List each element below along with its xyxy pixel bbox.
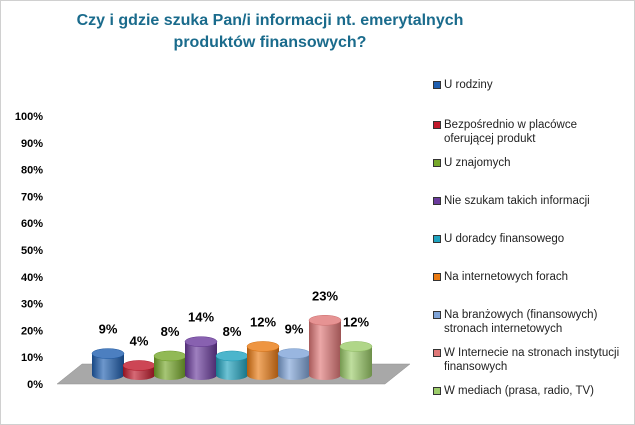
y-tick-label: 60% xyxy=(21,218,43,230)
legend-swatch xyxy=(433,311,441,319)
bar xyxy=(339,341,373,380)
bar xyxy=(184,336,218,380)
bar xyxy=(122,360,156,380)
legend-label: U rodziny xyxy=(444,79,493,91)
legend-label: Na internetowych forach xyxy=(444,271,569,283)
legend-label: Na branżowych (finansowych) stronach int… xyxy=(444,309,598,335)
data-label: 8% xyxy=(161,324,180,339)
data-label: 9% xyxy=(285,322,304,337)
legend-label: Bezpośrednio w placówce oferującej produ… xyxy=(444,119,577,145)
data-label: 23% xyxy=(312,288,338,303)
legend-label: Nie szukam takich informacji xyxy=(444,195,590,207)
y-axis: 0% 10% 20% 30% 40% 50% 60% 70% 80% 90% 100% xyxy=(15,111,43,391)
y-tick-label: 90% xyxy=(21,138,43,150)
y-tick-label: 30% xyxy=(21,299,43,311)
bar xyxy=(277,348,311,380)
y-tick-label: 100% xyxy=(15,111,43,123)
legend-swatch xyxy=(433,235,441,243)
legend-swatch xyxy=(433,81,441,89)
y-tick-label: 40% xyxy=(21,272,43,284)
legend-label: U znajomych xyxy=(444,157,511,169)
data-label: 12% xyxy=(343,314,369,329)
bar xyxy=(308,315,342,380)
data-label: 9% xyxy=(99,322,118,337)
bars xyxy=(91,315,373,380)
legend-swatch xyxy=(433,387,441,395)
legend-swatch xyxy=(433,197,441,205)
data-label: 4% xyxy=(130,333,149,348)
bar xyxy=(246,341,280,380)
data-labels: 9% 4% 8% 14% 8% 12% 9% 23% 12% xyxy=(99,288,370,348)
legend-swatch xyxy=(433,349,441,357)
chart-title: Czy i gdzie szuka Pan/i informacji nt. e… xyxy=(76,12,464,51)
y-tick-label: 20% xyxy=(21,325,43,337)
legend-label: U doradcy finansowego xyxy=(444,233,565,245)
data-label: 12% xyxy=(250,314,276,329)
legend-label: W Internecie na stronach instytucji fina… xyxy=(444,347,620,373)
y-tick-label: 10% xyxy=(21,352,43,364)
bar xyxy=(215,350,249,380)
legend-label: W mediach (prasa, radio, TV) xyxy=(444,385,594,397)
legend-swatch xyxy=(433,273,441,281)
y-tick-label: 50% xyxy=(21,245,43,257)
y-tick-label: 80% xyxy=(21,165,43,177)
y-tick-label: 0% xyxy=(27,379,43,391)
bar xyxy=(91,348,125,380)
data-label: 14% xyxy=(188,310,214,325)
bar xyxy=(153,350,187,380)
legend-swatch xyxy=(433,121,441,129)
data-label: 8% xyxy=(223,324,242,339)
legend-swatch xyxy=(433,159,441,167)
y-tick-label: 70% xyxy=(21,191,43,203)
